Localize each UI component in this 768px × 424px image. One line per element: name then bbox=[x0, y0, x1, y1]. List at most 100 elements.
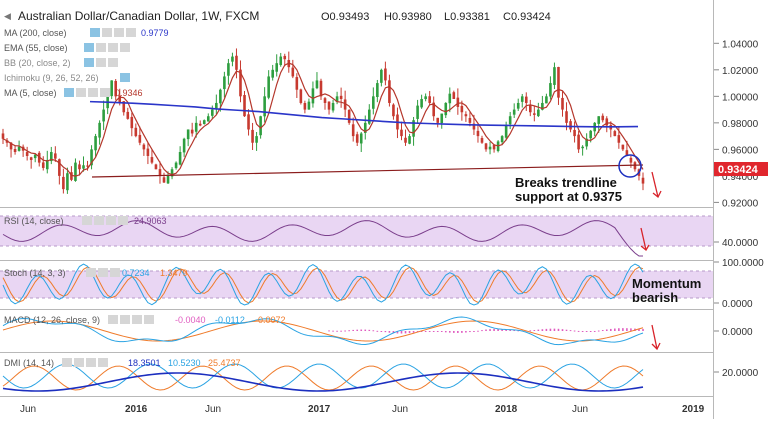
candle-body bbox=[388, 80, 391, 103]
dmi-name[interactable]: DMI (14, 14) bbox=[4, 358, 54, 368]
candle-body bbox=[82, 165, 85, 169]
pane-separators bbox=[0, 0, 714, 419]
macd-hist-bar bbox=[340, 330, 342, 332]
macd-hist-bar bbox=[497, 328, 499, 331]
candle-body bbox=[585, 138, 588, 147]
stoch-name[interactable]: Stoch (14, 3, 3) bbox=[4, 268, 66, 278]
candle-body bbox=[408, 136, 411, 144]
candle-body bbox=[557, 66, 560, 98]
legend-ma5-name[interactable]: MA (5, close) bbox=[4, 88, 57, 98]
legend-ema55-name[interactable]: EMA (55, close) bbox=[4, 43, 68, 53]
candle-body bbox=[29, 157, 33, 160]
candle-body bbox=[315, 80, 319, 89]
candle bbox=[130, 112, 134, 137]
macd-controls[interactable] bbox=[108, 315, 154, 324]
candle-body bbox=[581, 146, 584, 149]
candle-body bbox=[561, 97, 564, 110]
macd-hist-bar bbox=[344, 330, 346, 332]
macd-tick-0: 0.0000 bbox=[722, 327, 753, 338]
candle-body bbox=[516, 102, 520, 109]
candle-body bbox=[275, 63, 279, 72]
legend-ma5-controls[interactable] bbox=[64, 88, 110, 97]
candle bbox=[299, 88, 303, 105]
candle-body bbox=[372, 96, 375, 109]
stoch-band-edges bbox=[0, 270, 713, 299]
candle-body bbox=[215, 102, 218, 110]
candle-body bbox=[504, 125, 508, 138]
candle-body bbox=[94, 136, 97, 151]
stoch-controls[interactable] bbox=[86, 268, 120, 277]
candle-body bbox=[190, 129, 194, 134]
gear-icon bbox=[74, 358, 84, 367]
macd-hist-bar bbox=[597, 330, 600, 332]
candle-body bbox=[512, 109, 516, 115]
candle bbox=[235, 48, 238, 79]
macd-hist-bar bbox=[561, 329, 564, 331]
trendline[interactable] bbox=[91, 164, 644, 178]
rsi-name[interactable]: RSI (14, close) bbox=[4, 216, 64, 226]
candle-body bbox=[617, 135, 621, 143]
oscillators bbox=[2, 220, 644, 392]
time-label-2017: 2017 bbox=[308, 404, 331, 415]
candle bbox=[392, 103, 395, 120]
ohlc-close: C0.93424 bbox=[503, 11, 551, 23]
candle-body bbox=[5, 140, 9, 143]
legend-ema55-controls[interactable] bbox=[84, 43, 130, 52]
candle bbox=[367, 104, 371, 125]
candle-body bbox=[25, 152, 29, 156]
candle bbox=[408, 133, 411, 145]
candle bbox=[480, 135, 484, 144]
macd-hist-bar bbox=[630, 328, 632, 331]
legend-ma200-name[interactable]: MA (200, close) bbox=[4, 28, 67, 38]
symbol-title[interactable]: Australian Dollar/Canadian Dollar, 1W, F… bbox=[18, 9, 259, 23]
close-icon bbox=[108, 58, 118, 67]
candle-body bbox=[432, 102, 435, 117]
rsi-controls[interactable] bbox=[82, 216, 128, 225]
gear-icon bbox=[96, 58, 106, 67]
time-label-2016: 2016 bbox=[125, 404, 148, 415]
last-price-tag: 0.93424 bbox=[714, 162, 768, 176]
legend-bb-name[interactable]: BB (20, close, 2) bbox=[4, 58, 71, 68]
dmi-adx-value: 18.3501 bbox=[128, 358, 161, 368]
dmi-controls[interactable] bbox=[62, 358, 108, 367]
macd-hist-bar bbox=[444, 331, 447, 333]
stoch-k-value: 0.7234 bbox=[122, 268, 150, 278]
candle-body bbox=[255, 136, 258, 143]
time-axis[interactable]: Jun 2016 Jun 2017 Jun 2018 Jun 2019 bbox=[20, 404, 705, 415]
candle bbox=[569, 119, 572, 133]
candle bbox=[520, 93, 524, 108]
macd-name[interactable]: MACD (12, 26, close, 9) bbox=[4, 315, 100, 325]
legend-ichimoku-controls[interactable] bbox=[120, 73, 130, 82]
dmi-tick-20: 20.0000 bbox=[722, 368, 759, 379]
dmi-plus-value: 10.5230 bbox=[168, 358, 201, 368]
price-axis[interactable]: 1.04000 1.02000 1.00000 0.98000 0.96000 0.940… bbox=[714, 39, 759, 209]
candle bbox=[126, 107, 130, 120]
legend-bb-controls[interactable] bbox=[84, 58, 118, 67]
candle bbox=[158, 161, 162, 184]
macd-macd-value: -0.0112 bbox=[215, 315, 245, 325]
candle-body bbox=[476, 130, 480, 137]
candle-body bbox=[573, 129, 576, 137]
candle-body bbox=[126, 111, 130, 119]
header: ◀ Australian Dollar/Canadian Dollar, 1W,… bbox=[4, 9, 551, 23]
collapse-icon[interactable]: ◀ bbox=[4, 11, 11, 21]
candle bbox=[528, 99, 532, 117]
candle-body bbox=[227, 63, 230, 76]
macd-hist-bar bbox=[392, 331, 395, 334]
rsi-tick-40: 40.0000 bbox=[722, 238, 759, 249]
candle-body bbox=[537, 109, 540, 117]
macd-hist-bar bbox=[448, 331, 451, 333]
osc-axis[interactable]: 40.0000 100.0000 0.0000 0.0000 20.0000 bbox=[714, 238, 764, 379]
candle-body bbox=[460, 105, 464, 113]
candle bbox=[243, 90, 246, 117]
candle bbox=[400, 121, 403, 141]
candle-body bbox=[66, 173, 69, 191]
candle-body bbox=[549, 83, 552, 97]
candle bbox=[263, 87, 266, 123]
price-tick-label: 1.04000 bbox=[722, 39, 759, 50]
macd-hist-bar bbox=[453, 331, 455, 333]
candle bbox=[516, 98, 520, 111]
legend-ichimoku-name[interactable]: Ichimoku (9, 26, 52, 26) bbox=[4, 73, 99, 83]
legend-ma200-controls[interactable] bbox=[90, 28, 136, 37]
